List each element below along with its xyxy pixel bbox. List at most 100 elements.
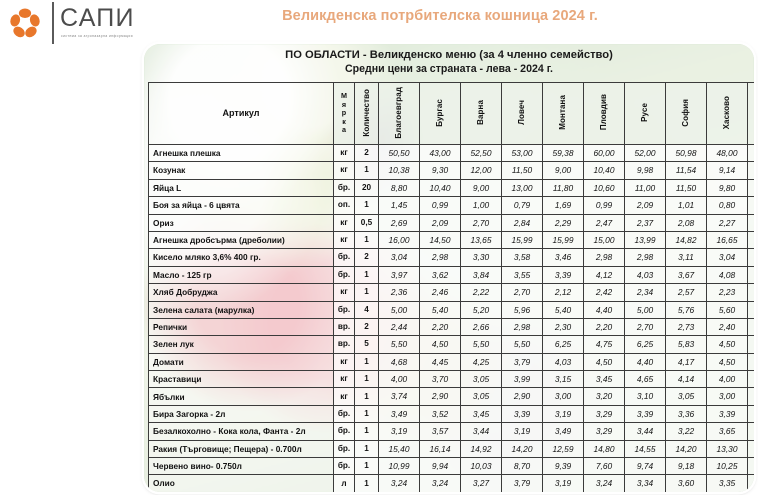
cell-price: 9,74 [624, 457, 666, 476]
cell-price: 2,90 [501, 387, 543, 406]
cell-average: 3,79 [747, 370, 754, 389]
cell-price: 3,44 [460, 422, 502, 441]
cell-price: 5,40 [419, 300, 461, 319]
cell-price: 14,82 [665, 230, 707, 250]
cell-quantity: 1 [354, 439, 379, 459]
cell-price: 2,69 [378, 213, 420, 232]
cell-average: 2,51 [747, 317, 754, 337]
cell-article: Краставици [148, 370, 334, 389]
cell-quantity: 1 [354, 387, 379, 406]
cell-price: 5,50 [460, 335, 502, 354]
cell-price: 3,49 [542, 422, 584, 441]
cell-price: 16,65 [706, 230, 748, 250]
cell-price: 2,23 [706, 283, 748, 302]
cell-price: 4,50 [706, 352, 748, 372]
cell-average: 2,38 [747, 283, 754, 302]
cell-price: 3,74 [378, 387, 420, 406]
col-header-quantity-label: Количество [361, 88, 371, 137]
cell-price: 1,01 [665, 196, 707, 215]
cell-price: 9,39 [542, 457, 584, 476]
cell-quantity: 1 [354, 265, 379, 285]
logo-divider [52, 2, 54, 44]
cell-price: 3,34 [624, 474, 666, 492]
table-row: Зелен лук вр. 5 5,50 4,50 5,50 5,50 6,25 4,75 6,2… [148, 335, 754, 354]
cell-unit: кг [333, 387, 355, 406]
col-header-region-plovdiv: Пловдив [583, 82, 625, 145]
cell-price: 2,73 [665, 317, 707, 337]
cell-price: 16,00 [378, 230, 420, 250]
cell-price: 2,98 [501, 317, 543, 337]
cell-price: 3,00 [706, 387, 748, 406]
cell-price: 3,70 [419, 370, 461, 389]
cell-price: 3,36 [665, 404, 707, 424]
cell-price: 14,50 [419, 230, 461, 250]
region-label: София [681, 98, 690, 127]
table-row: Зелена салата (марулка) бр. 4 5,00 5,40 5,20 5… [148, 300, 754, 319]
col-header-region-montana: Монтана [542, 82, 584, 145]
cell-price: 3,84 [460, 265, 502, 285]
cell-price: 4,65 [624, 370, 666, 389]
cell-price: 2,70 [501, 283, 543, 302]
cell-price: 11,50 [501, 161, 543, 180]
table-row: Хляб Добруджа кг 1 2,36 2,46 2,22 2,70 2,12 2,42… [148, 283, 754, 302]
region-label: Варна [476, 99, 485, 125]
cell-quantity: 2 [354, 317, 379, 337]
cell-unit: бр. [333, 300, 355, 319]
cell-price: 10,40 [583, 161, 625, 180]
cell-price: 52,00 [624, 143, 666, 163]
region-label: Бургас [435, 98, 444, 127]
cell-article: Репички [148, 317, 334, 337]
region-label: Хасково [722, 95, 731, 130]
table-row: Масло - 125 гр бр. 1 3,97 3,62 3,84 3,55 3,39 4,… [148, 265, 754, 285]
cell-price: 4,17 [665, 352, 707, 372]
cell-price: 3,39 [501, 404, 543, 424]
cell-price: 3,79 [501, 474, 543, 492]
cell-price: 2,09 [419, 213, 461, 232]
cell-article: Кисело мляко 3,6% 400 гр. [148, 248, 334, 267]
table-row: Безалкохолно - Кока кола, Фанта - 2л бр. 1… [148, 422, 754, 441]
cell-average: 14,46 [747, 439, 754, 459]
cell-price: 5,00 [378, 300, 420, 319]
cell-price: 5,60 [706, 300, 748, 319]
cell-price: 3,57 [419, 422, 461, 441]
cell-unit: кг [333, 370, 355, 389]
cell-quantity: 5 [354, 335, 379, 354]
cell-price: 2,84 [501, 213, 543, 232]
table-body: Агнешка плешка кг 2 50,50 43,00 52,50 53,00 59,… [148, 143, 754, 492]
cell-price: 3,10 [624, 387, 666, 406]
cell-price: 59,38 [542, 143, 584, 163]
cell-article: Яйца L [148, 178, 334, 198]
cell-price: 52,50 [460, 143, 502, 163]
cell-price: 4,08 [706, 265, 748, 285]
col-header-unit: М я р к а [333, 82, 355, 145]
cell-unit: бр. [333, 439, 355, 459]
cell-quantity: 0,5 [354, 213, 379, 232]
top-header-bar: САПИ система за агропазарна информация В… [0, 0, 758, 44]
cell-quantity: 1 [354, 283, 379, 302]
cell-unit: л [333, 474, 355, 492]
cell-unit: кг [333, 143, 355, 163]
cell-price: 3,24 [419, 474, 461, 492]
cell-price: 0,80 [706, 196, 748, 215]
cell-price: 3,39 [624, 404, 666, 424]
cell-price: 14,55 [624, 439, 666, 459]
col-header-region-blagoevgrad: Благоевград [378, 82, 420, 145]
sapi-logo: САПИ система за агропазарна информация [8, 2, 158, 44]
cell-price: 3,45 [583, 370, 625, 389]
cell-price: 3,35 [706, 474, 748, 492]
cell-price: 2,98 [624, 248, 666, 267]
region-label: Пловдив [599, 94, 608, 131]
cell-price: 3,46 [542, 248, 584, 267]
cell-price: 3,24 [583, 474, 625, 492]
cell-price: 2,30 [542, 317, 584, 337]
cell-price: 3,44 [624, 422, 666, 441]
table-head: Артикул М я р к а Количество [148, 82, 754, 145]
cell-average: 15,18 [747, 230, 754, 250]
table-row: Репички вр. 2 2,44 2,20 2,66 2,98 2,30 2,20 2,70 2… [148, 317, 754, 337]
cell-price: 6,25 [542, 335, 584, 354]
region-label: Русе [640, 102, 649, 122]
cell-article: Агнешка плешка [148, 143, 334, 163]
cell-price: 3,05 [665, 387, 707, 406]
cell-average: 3,10 [747, 387, 754, 406]
